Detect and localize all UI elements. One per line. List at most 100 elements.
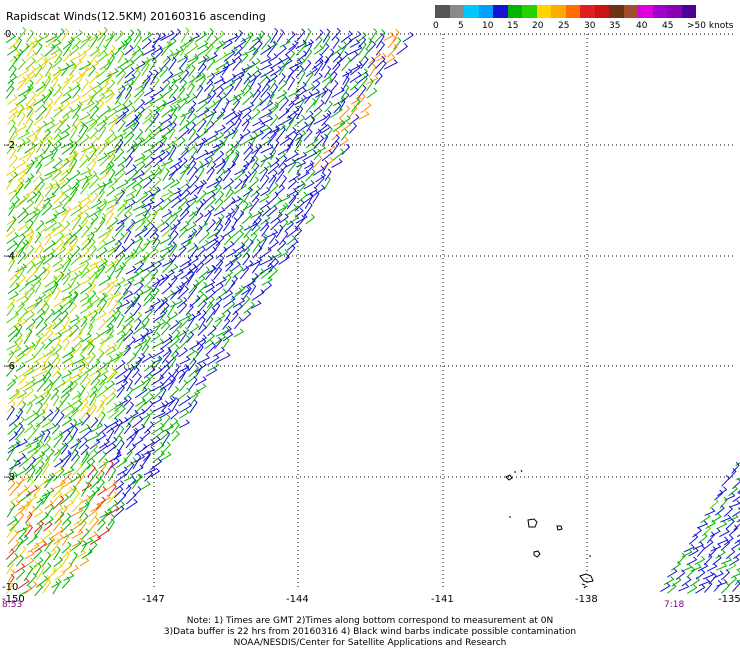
wind-barb bbox=[203, 301, 214, 315]
wind-barb bbox=[288, 189, 299, 204]
legend-label-30: 30 bbox=[584, 21, 596, 31]
wind-barb bbox=[63, 315, 70, 329]
wind-barb bbox=[692, 541, 704, 550]
wind-barb bbox=[33, 94, 47, 107]
wind-barb bbox=[132, 137, 143, 153]
wind-barb bbox=[17, 534, 29, 547]
wind-barb bbox=[60, 449, 72, 463]
wind-barb bbox=[357, 41, 367, 56]
wind-barb bbox=[179, 189, 191, 203]
wind-barb bbox=[170, 286, 181, 300]
wind-barb bbox=[81, 225, 90, 239]
note-line-2: 3)Data buffer is 22 hrs from 20160316 4)… bbox=[163, 627, 577, 637]
wind-barb bbox=[142, 412, 151, 428]
wind-barb bbox=[168, 242, 178, 258]
wind-barb bbox=[206, 130, 219, 141]
wind-barb bbox=[43, 520, 53, 532]
wind-barb bbox=[206, 28, 214, 41]
wind-barb bbox=[195, 200, 204, 217]
wind-barb bbox=[44, 103, 53, 119]
wind-barb bbox=[108, 483, 117, 497]
wind-barb bbox=[306, 115, 316, 133]
wind-barb bbox=[114, 129, 127, 140]
wind-barb bbox=[134, 255, 147, 266]
wind-barb bbox=[141, 335, 151, 351]
wind-barb bbox=[671, 560, 682, 571]
wind-barb bbox=[69, 395, 82, 408]
wind-barb bbox=[44, 61, 53, 77]
wind-barb bbox=[35, 219, 45, 231]
wind-barb bbox=[70, 125, 78, 139]
wind-barb bbox=[14, 336, 23, 351]
wind-barb bbox=[179, 113, 187, 126]
wind-barb bbox=[69, 29, 83, 42]
wind-barb bbox=[276, 239, 287, 252]
wind-barb bbox=[207, 361, 220, 372]
wind-barb bbox=[81, 175, 89, 190]
wind-barb bbox=[61, 142, 74, 155]
wind-barb bbox=[14, 123, 27, 134]
wind-barb bbox=[133, 334, 145, 344]
wind-barb bbox=[16, 138, 26, 153]
wind-barb bbox=[61, 291, 73, 301]
wind-barb bbox=[252, 211, 262, 225]
wind-barb bbox=[709, 498, 719, 510]
wind-barb bbox=[277, 249, 289, 259]
wind-barb bbox=[90, 192, 99, 204]
wind-barb bbox=[151, 274, 165, 287]
wind-barb bbox=[186, 331, 195, 343]
wind-barb bbox=[215, 40, 226, 50]
wind-barb bbox=[321, 86, 329, 98]
wind-barb bbox=[71, 369, 84, 379]
wind-barb bbox=[232, 98, 241, 111]
wind-barb bbox=[141, 101, 154, 112]
wind-barb bbox=[24, 344, 34, 357]
wind-barb bbox=[96, 240, 107, 252]
wind-barb bbox=[126, 169, 139, 183]
wind-barb bbox=[70, 134, 82, 148]
wind-barb bbox=[195, 99, 208, 113]
wind-barb bbox=[15, 195, 27, 209]
wind-barb bbox=[34, 177, 44, 190]
wind-barb bbox=[153, 99, 167, 112]
wind-barb bbox=[234, 44, 244, 57]
wind-barb bbox=[275, 184, 286, 196]
wind-barb bbox=[206, 178, 220, 189]
wind-barb bbox=[71, 489, 80, 504]
wind-barb bbox=[188, 100, 197, 113]
wind-barb bbox=[124, 457, 137, 469]
wind-barb bbox=[214, 317, 223, 329]
wind-barb bbox=[715, 504, 725, 516]
wind-barb bbox=[204, 246, 217, 259]
wind-barb bbox=[105, 309, 117, 323]
wind-barb bbox=[52, 134, 63, 147]
wind-barb bbox=[341, 75, 350, 92]
wind-barb bbox=[78, 50, 88, 63]
wind-barb bbox=[267, 238, 280, 251]
wind-barb bbox=[734, 573, 740, 586]
wind-barb bbox=[294, 199, 305, 212]
wind-barb bbox=[34, 53, 45, 64]
wind-barb bbox=[42, 248, 56, 259]
wind-barb bbox=[115, 187, 127, 196]
wind-barb bbox=[135, 353, 146, 365]
wind-barb bbox=[34, 148, 46, 160]
wind-barb bbox=[106, 427, 115, 442]
wind-barb bbox=[177, 179, 190, 191]
wind-barb bbox=[734, 539, 740, 544]
wind-barb bbox=[87, 238, 96, 251]
wind-barb bbox=[126, 78, 134, 91]
wind-barb bbox=[43, 192, 56, 202]
wind-barb bbox=[125, 164, 137, 176]
wind-barb bbox=[233, 89, 245, 99]
wind-barb bbox=[26, 287, 35, 301]
wind-barb bbox=[279, 135, 291, 146]
wind-barb bbox=[213, 51, 228, 64]
wind-barb bbox=[725, 548, 736, 560]
wind-barb bbox=[16, 104, 25, 118]
wind-barb bbox=[142, 251, 150, 265]
legend-swatch bbox=[478, 5, 493, 18]
wind-barb bbox=[7, 573, 15, 588]
wind-barb bbox=[132, 50, 144, 63]
wind-barb bbox=[187, 106, 196, 120]
